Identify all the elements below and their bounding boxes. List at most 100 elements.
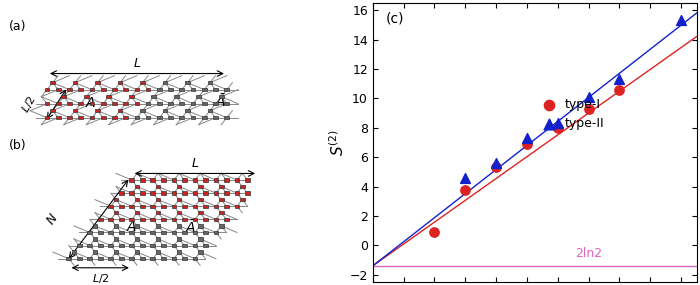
Bar xyxy=(168,116,173,119)
Bar xyxy=(161,205,166,208)
Bar xyxy=(113,251,118,254)
Bar xyxy=(84,95,89,98)
Bar xyxy=(193,218,197,221)
Bar xyxy=(214,205,218,208)
Bar xyxy=(134,88,139,91)
Bar xyxy=(92,237,97,241)
Bar xyxy=(90,88,95,91)
Bar xyxy=(88,244,92,247)
Bar xyxy=(193,205,197,208)
type-I xyxy=(429,230,440,235)
Bar xyxy=(146,102,150,105)
Bar xyxy=(67,88,72,91)
Bar xyxy=(78,88,83,91)
Bar xyxy=(119,244,124,247)
Text: (b): (b) xyxy=(9,139,27,152)
Bar xyxy=(77,244,82,247)
Bar xyxy=(56,102,61,105)
Bar xyxy=(123,116,128,119)
Bar xyxy=(67,102,72,105)
Bar xyxy=(203,205,208,208)
Text: $\bar{A}$: $\bar{A}$ xyxy=(216,93,227,110)
Bar xyxy=(203,192,208,195)
Bar xyxy=(92,224,97,228)
type-II xyxy=(522,136,533,141)
Bar xyxy=(177,251,181,254)
type-I xyxy=(460,187,471,192)
Bar xyxy=(112,116,117,119)
Bar xyxy=(162,81,167,84)
Text: $N$: $N$ xyxy=(44,211,61,227)
Bar xyxy=(179,102,184,105)
Bar xyxy=(113,237,118,241)
Bar xyxy=(134,198,139,201)
Bar xyxy=(219,224,223,228)
Bar xyxy=(161,257,166,260)
Bar xyxy=(150,244,155,247)
Bar xyxy=(119,218,124,221)
Bar xyxy=(155,237,160,241)
Bar xyxy=(177,224,181,228)
Bar xyxy=(203,218,208,221)
Bar xyxy=(203,244,208,247)
Bar xyxy=(157,88,162,91)
Bar xyxy=(150,178,155,182)
Bar xyxy=(198,224,202,228)
Bar xyxy=(140,109,145,112)
Bar xyxy=(234,178,239,182)
Bar xyxy=(45,116,50,119)
Bar xyxy=(182,192,187,195)
Bar xyxy=(224,218,229,221)
Bar xyxy=(234,192,239,195)
Bar xyxy=(56,88,61,91)
Bar xyxy=(140,81,145,84)
type-II xyxy=(552,121,564,126)
Bar xyxy=(119,192,124,195)
Bar xyxy=(134,185,139,188)
Bar xyxy=(150,205,155,208)
Bar xyxy=(193,192,197,195)
Bar xyxy=(150,218,155,221)
Bar xyxy=(50,109,55,112)
Bar xyxy=(108,231,113,234)
Bar xyxy=(45,88,50,91)
Bar xyxy=(112,88,117,91)
Bar xyxy=(130,192,134,195)
Bar xyxy=(245,178,250,182)
Text: (a): (a) xyxy=(9,20,27,33)
Bar xyxy=(193,244,197,247)
Bar xyxy=(119,205,124,208)
Bar xyxy=(182,218,187,221)
Bar xyxy=(219,95,223,98)
Bar xyxy=(185,109,190,112)
Bar xyxy=(214,88,218,91)
Bar xyxy=(98,257,103,260)
Bar xyxy=(98,244,103,247)
Text: $\bar{A}$: $\bar{A}$ xyxy=(186,219,197,236)
Y-axis label: $S^{(2)}$: $S^{(2)}$ xyxy=(328,129,346,156)
Bar xyxy=(150,257,155,260)
Bar xyxy=(161,244,166,247)
type-II xyxy=(491,161,502,165)
Bar xyxy=(88,257,92,260)
Bar xyxy=(225,116,229,119)
Bar xyxy=(90,102,95,105)
Bar xyxy=(190,88,195,91)
Bar xyxy=(225,88,229,91)
Bar xyxy=(155,211,160,215)
Bar xyxy=(108,244,113,247)
Bar xyxy=(214,116,218,119)
Bar xyxy=(240,198,244,201)
Bar xyxy=(202,88,206,91)
Bar xyxy=(172,244,176,247)
Bar xyxy=(129,95,134,98)
Bar xyxy=(146,116,150,119)
Bar xyxy=(106,95,111,98)
Bar xyxy=(190,102,195,105)
Text: $L/2$: $L/2$ xyxy=(19,93,39,115)
Bar xyxy=(113,211,118,215)
Bar xyxy=(56,116,61,119)
Bar xyxy=(190,116,195,119)
Bar xyxy=(140,231,145,234)
Bar xyxy=(150,231,155,234)
